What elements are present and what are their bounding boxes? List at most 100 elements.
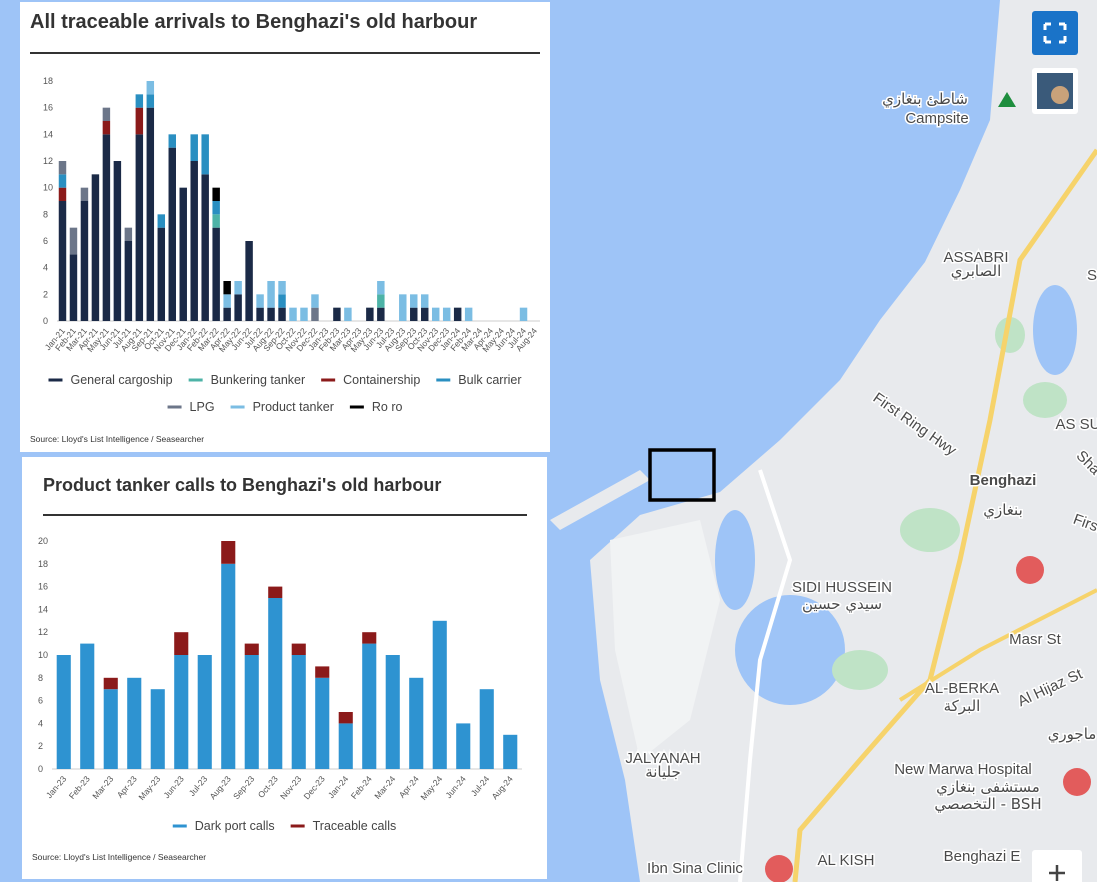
bar-segment bbox=[267, 281, 275, 308]
bar-segment bbox=[201, 134, 209, 175]
bar-segment bbox=[135, 134, 144, 321]
bar-segment bbox=[289, 307, 297, 321]
chart: Product tanker calls to Benghazi's old h… bbox=[22, 457, 547, 879]
bar-segment bbox=[503, 734, 518, 769]
bar-segment bbox=[91, 174, 100, 321]
map-label: ماجوري bbox=[1048, 725, 1097, 744]
y-tick-label: 8 bbox=[43, 209, 48, 219]
bar-segment bbox=[399, 294, 407, 321]
source-note: Source: Lloyd's List Intelligence / Seas… bbox=[30, 434, 204, 444]
bar-segment bbox=[244, 655, 259, 769]
legend-label: Traceable calls bbox=[313, 819, 397, 833]
bar-segment bbox=[421, 294, 429, 308]
bar-segment bbox=[311, 307, 319, 321]
y-tick-label: 2 bbox=[43, 289, 48, 299]
map-label: سيدي حسين bbox=[802, 595, 882, 614]
bar-segment bbox=[362, 643, 377, 769]
bar-segment bbox=[256, 294, 264, 308]
campsite-icon bbox=[998, 92, 1016, 107]
bar-segment bbox=[190, 134, 198, 161]
bar-segment bbox=[234, 281, 242, 295]
legend-item: Ro ro bbox=[349, 400, 403, 414]
map-label: ASSABRI bbox=[943, 249, 1008, 266]
bar-segment bbox=[168, 147, 176, 321]
bar-segment bbox=[268, 586, 283, 598]
bar-segment bbox=[223, 307, 231, 321]
bar-segment bbox=[410, 294, 418, 308]
legend-item: General cargoship bbox=[48, 373, 173, 387]
bar-segment bbox=[344, 307, 352, 321]
bar-segment bbox=[421, 307, 429, 321]
y-tick-label: 0 bbox=[43, 316, 48, 326]
bar-segment bbox=[234, 294, 242, 321]
chart-title: All traceable arrivals to Benghazi's old… bbox=[30, 11, 477, 33]
bar-segment bbox=[124, 241, 133, 321]
bar-segment bbox=[223, 294, 231, 308]
map-label: التخصصي - BSH bbox=[934, 795, 1041, 814]
bar-segment bbox=[256, 307, 264, 321]
y-tick-label: 0 bbox=[38, 764, 43, 774]
bar-segment bbox=[113, 161, 122, 321]
y-tick-label: 20 bbox=[38, 536, 48, 546]
bar-segment bbox=[362, 632, 377, 644]
chart-title: Product tanker calls to Benghazi's old h… bbox=[43, 475, 441, 495]
charts: All traceable arrivals to Benghazi's old… bbox=[20, 2, 550, 879]
bar-segment bbox=[212, 201, 220, 215]
bar-segment bbox=[338, 723, 353, 769]
map-label: بنغازي bbox=[983, 501, 1023, 520]
lake bbox=[1033, 285, 1077, 375]
map-label: البركة bbox=[944, 697, 981, 715]
map-label: شاطئ بنغازي bbox=[882, 90, 968, 109]
legend-item: Traceable calls bbox=[290, 819, 397, 833]
bar-segment bbox=[245, 241, 253, 321]
map-label: Benghazi bbox=[970, 472, 1037, 489]
park bbox=[832, 650, 888, 690]
bar-segment bbox=[69, 227, 78, 255]
legend-item: Bulk carrier bbox=[436, 373, 522, 387]
map-label: New Marwa Hospital bbox=[894, 761, 1032, 778]
bar-segment bbox=[146, 81, 155, 95]
legend-item: Bunkering tanker bbox=[188, 373, 306, 387]
bar-segment bbox=[103, 677, 118, 690]
y-tick-label: 14 bbox=[38, 604, 48, 614]
map-label: AL KISH bbox=[818, 852, 875, 869]
y-tick-label: 18 bbox=[38, 559, 48, 569]
highlight-box bbox=[648, 448, 716, 502]
map-label: الصابري bbox=[951, 262, 1002, 281]
map-label: S bbox=[1087, 267, 1097, 284]
bar-segment bbox=[291, 655, 306, 769]
bar-segment bbox=[410, 307, 418, 321]
legend-label: Bunkering tanker bbox=[211, 373, 306, 387]
y-tick-label: 6 bbox=[43, 236, 48, 246]
bar-segment bbox=[519, 307, 528, 321]
bar-segment bbox=[315, 666, 330, 678]
bar-segment bbox=[174, 632, 189, 655]
bar-segment bbox=[456, 723, 471, 769]
bar-segment bbox=[431, 307, 440, 321]
land bbox=[590, 0, 1097, 882]
y-tick-label: 10 bbox=[43, 183, 53, 193]
bar-segment bbox=[58, 174, 67, 188]
bar-segment bbox=[278, 281, 286, 295]
legend-label: Ro ro bbox=[372, 400, 403, 414]
road bbox=[792, 148, 1097, 883]
fullscreen-button[interactable] bbox=[1032, 11, 1078, 55]
bar-segment bbox=[58, 201, 67, 321]
bar-segment bbox=[102, 134, 111, 321]
bar-segment bbox=[315, 677, 330, 769]
legend-label: Containership bbox=[343, 373, 420, 387]
legend-label: General cargoship bbox=[70, 373, 172, 387]
y-tick-label: 16 bbox=[38, 582, 48, 592]
bar-segment bbox=[58, 161, 67, 175]
bar-segment bbox=[278, 294, 286, 308]
bar-segment bbox=[56, 655, 71, 769]
map-label: Benghazi E bbox=[944, 848, 1021, 865]
map-label: Campsite bbox=[905, 110, 968, 127]
map-label: جليانة bbox=[645, 763, 681, 781]
y-tick-label: 6 bbox=[38, 696, 43, 706]
legend-item: LPG bbox=[167, 400, 215, 414]
clinic-icon bbox=[765, 855, 793, 883]
y-tick-label: 2 bbox=[38, 741, 43, 751]
zoom-in-icon bbox=[1049, 865, 1065, 881]
